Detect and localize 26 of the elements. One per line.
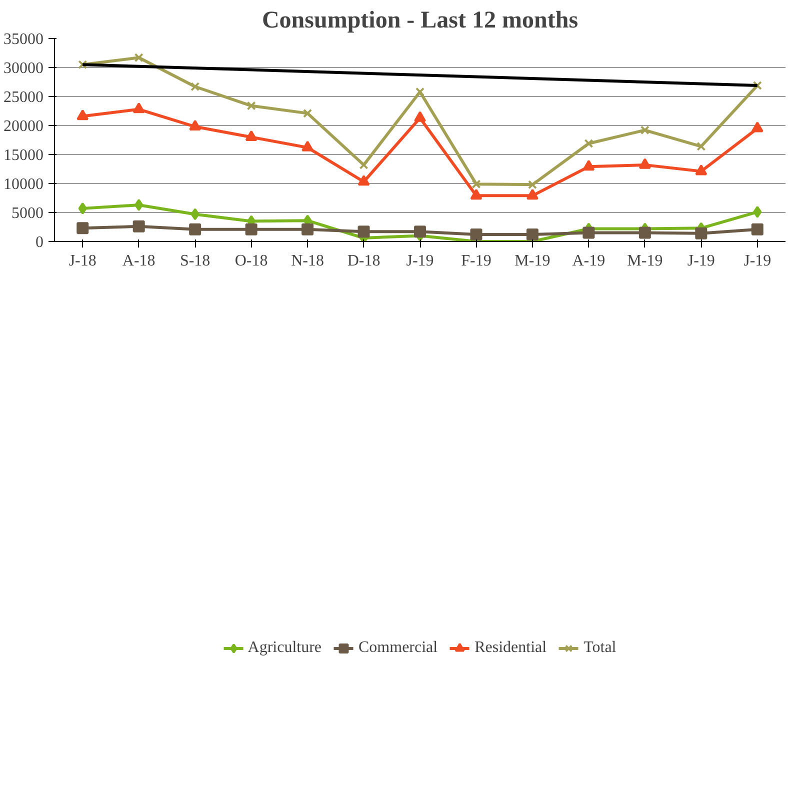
x-tick-label: A-18 — [122, 252, 156, 270]
y-tick-label: 20000 — [4, 118, 44, 135]
legend-label: Commercial — [358, 639, 438, 657]
y-tick-label: 15000 — [4, 147, 44, 164]
x-tick-label: J-19 — [406, 252, 434, 270]
legend-label: Agriculture — [248, 639, 322, 657]
chart-title: Consumption - Last 12 months — [262, 8, 578, 34]
y-tick-label: 35000 — [4, 31, 44, 48]
x-tick-label: A-19 — [572, 252, 606, 270]
x-tick-label: O-18 — [234, 252, 268, 270]
x-tick-label: D-18 — [347, 252, 380, 270]
y-tick-label: 5000 — [12, 205, 44, 222]
legend-label: Residential — [474, 639, 547, 657]
y-tick-label: 10000 — [4, 176, 44, 193]
x-tick-label: S-18 — [180, 252, 210, 270]
y-tick-label: 25000 — [4, 89, 44, 106]
x-tick-label: J-18 — [68, 252, 96, 270]
x-tick-label: M-19 — [514, 252, 550, 270]
x-tick-label: J-19 — [687, 252, 715, 270]
x-tick-label: J-19 — [744, 252, 772, 270]
legend-label: Total — [584, 639, 616, 657]
y-tick-label: 0 — [36, 234, 44, 251]
x-tick-label: F-19 — [461, 252, 492, 270]
x-tick-label: M-19 — [627, 252, 663, 270]
y-tick-label: 30000 — [4, 60, 44, 77]
x-tick-label: N-18 — [291, 252, 324, 270]
